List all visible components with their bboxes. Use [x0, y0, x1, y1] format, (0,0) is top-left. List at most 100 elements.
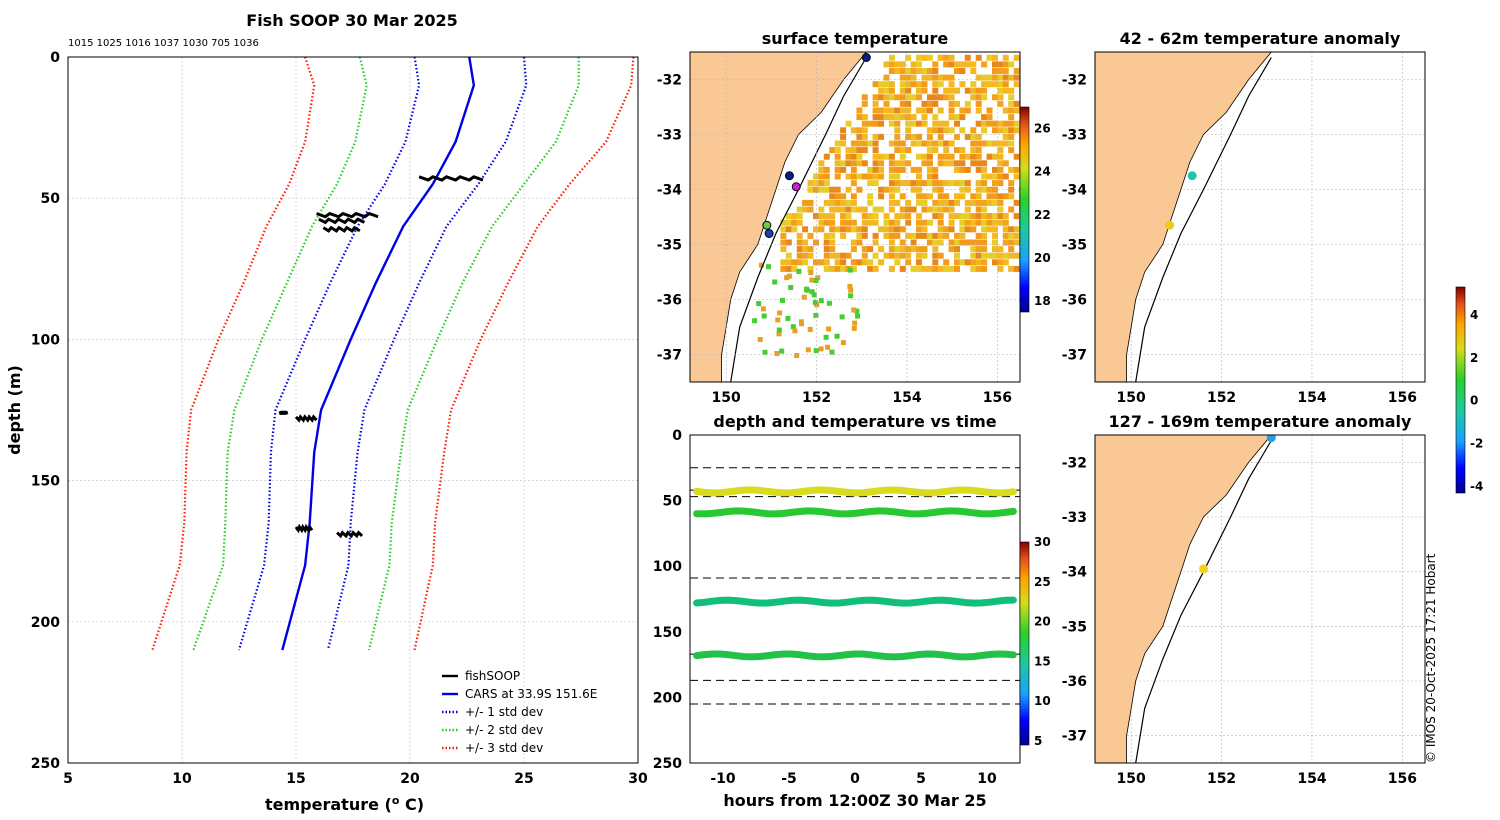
profile-xtick-30: 30 — [628, 771, 648, 787]
sst-pixel — [910, 68, 917, 74]
anomaly-map-shallow: 42 - 62m temperature anomaly 150 152 154 15… — [1062, 29, 1426, 406]
sst-pixel — [894, 166, 901, 173]
sst-pixel — [1008, 127, 1015, 134]
sst-pixel — [1008, 100, 1015, 107]
depth-time-xtick--5: -5 — [781, 771, 797, 787]
sst-pixel — [975, 166, 982, 173]
sst-pixel — [921, 140, 928, 147]
sst-pixel — [954, 166, 960, 173]
sst-pixel — [970, 133, 977, 140]
sst-pixel — [899, 61, 906, 68]
sst-ytick--36: -36 — [657, 293, 682, 309]
sst-colorbar — [1019, 106, 1030, 313]
depth-time-cb-tick-15: 15 — [1034, 654, 1051, 668]
profile-observations — [278, 175, 484, 539]
sst-pixel — [883, 74, 890, 81]
sst-pixel — [888, 54, 895, 61]
sst-pixel — [829, 226, 836, 233]
sst-pixel — [970, 239, 977, 246]
sst-pixel — [856, 153, 863, 160]
sst-pixel — [1002, 173, 1009, 180]
sst-pixel — [970, 61, 977, 68]
sst-pixel — [997, 173, 1004, 180]
anomaly-shallow-track — [1135, 57, 1272, 382]
sst-pixel — [856, 107, 863, 114]
sst-pixel — [921, 232, 928, 239]
profile-ylabel: depth (m) — [5, 365, 24, 455]
anomaly-deep-ticks: 150 152 154 156 -32 -33 -34 -35 -36 -37 — [1062, 455, 1417, 787]
sst-pixel — [856, 206, 863, 213]
sst-pixel — [894, 120, 901, 127]
anom-shallow-xtick-150: 150 — [1117, 390, 1146, 406]
sst-cb-tick-20: 20 — [1034, 251, 1051, 265]
sst-pixel — [1002, 193, 1009, 200]
sst-pixel — [932, 265, 939, 272]
sst-pixel — [937, 81, 944, 88]
sst-pixel — [916, 166, 922, 173]
sst-pixel — [997, 259, 1004, 266]
depth-time-xtick-0: 0 — [850, 771, 860, 787]
sst-pixel — [905, 74, 912, 81]
sst-pixel — [883, 94, 890, 101]
sst-pixel — [948, 74, 955, 81]
sst-pixel — [867, 120, 874, 127]
sst-pixel — [970, 246, 977, 253]
sst-pixel — [840, 199, 847, 206]
sst-pixel — [916, 252, 922, 259]
sst-pixel — [910, 239, 917, 246]
sst-pixel — [905, 54, 912, 61]
sst-pixel — [807, 232, 814, 239]
sst-pixel — [861, 114, 868, 121]
sst-pixel — [986, 173, 993, 180]
sst-pixel — [878, 186, 885, 193]
sst-pixel — [997, 120, 1004, 127]
depth-time-band-0 — [693, 486, 1017, 497]
sst-pixel — [970, 265, 977, 272]
sst-pixel — [937, 54, 944, 61]
sst-pixel — [1008, 206, 1015, 213]
sst-pixel — [992, 166, 998, 173]
sst-pixel — [845, 147, 852, 154]
sst-pixel — [921, 265, 928, 272]
sst-pixel — [888, 120, 895, 127]
sst-pixel — [888, 140, 895, 147]
sst-pixel — [791, 213, 798, 220]
sst-pixel — [959, 127, 966, 134]
sst-pixel — [964, 107, 971, 114]
sst-pixel — [921, 199, 928, 206]
anomaly-shallow-point-1 — [1165, 220, 1175, 230]
sst-pixel — [850, 239, 857, 246]
sst-marker-2 — [791, 182, 801, 192]
anom-deep-ytick--37: -37 — [1062, 729, 1087, 745]
profile-subtitle-ids: 1015 1025 1016 1037 1030 705 1036 — [68, 38, 259, 49]
sst-pixel — [878, 87, 885, 94]
sst-pixel — [818, 259, 825, 266]
anomaly-shallow-points — [1165, 171, 1197, 230]
sst-pixel — [899, 252, 906, 259]
sst-pixel — [888, 252, 895, 259]
sst-pixel — [834, 160, 841, 167]
sst-pixel — [992, 199, 998, 206]
sst-pixel — [1002, 232, 1009, 239]
sst-pixel — [1013, 74, 1020, 81]
sst-pixel — [932, 232, 939, 239]
sst-pixel — [910, 206, 917, 213]
sst-pixel — [910, 81, 917, 88]
sst-pixel — [1002, 74, 1009, 81]
sst-pixel — [850, 246, 857, 253]
sst-pixel — [943, 193, 950, 200]
sst-pixel — [786, 273, 792, 279]
sst-pixel — [856, 160, 863, 167]
sst-pixel — [1002, 160, 1009, 167]
profile-series-3 — [367, 57, 580, 651]
sst-pixel — [888, 193, 895, 200]
sst-pixel — [845, 173, 852, 180]
sst-pixel — [981, 206, 988, 213]
profile-legend: fishSOOP CARS at 33.9S 151.6E +/- 1 std de… — [442, 669, 597, 755]
sst-pixel — [883, 87, 890, 94]
sst-pixel — [845, 153, 852, 160]
sst-pixel — [788, 285, 794, 290]
sst-pixel — [937, 219, 944, 226]
sst-pixel — [780, 265, 787, 272]
sst-pixel — [818, 346, 824, 352]
